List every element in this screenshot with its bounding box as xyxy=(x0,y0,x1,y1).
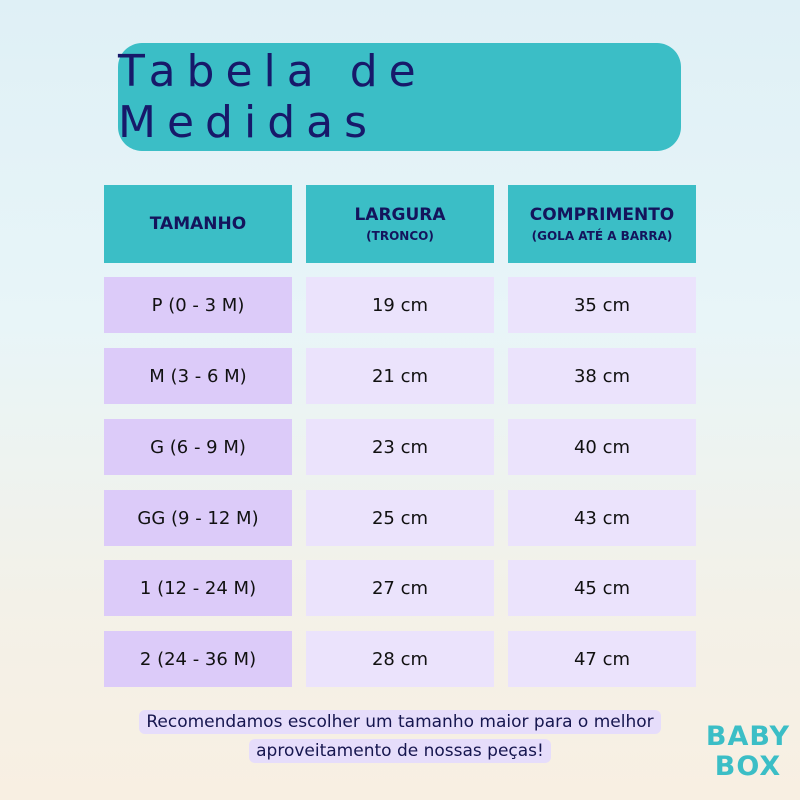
table-cell-comprimento: 45 cm xyxy=(508,560,696,616)
header-sublabel: (TRONCO) xyxy=(366,229,434,243)
table-cell-largura: 23 cm xyxy=(306,419,494,475)
table-cell-comprimento: 43 cm xyxy=(508,490,696,546)
header-label: LARGURA xyxy=(354,205,446,225)
table-cell-size: 2 (24 - 36 M) xyxy=(104,631,292,687)
table-cell-size: G (6 - 9 M) xyxy=(104,419,292,475)
page-title: Tabela de Medidas xyxy=(118,43,681,151)
table-cell-comprimento: 47 cm xyxy=(508,631,696,687)
table-cell-comprimento: 38 cm xyxy=(508,348,696,404)
logo-line-2: BOX xyxy=(714,751,782,782)
table-cell-comprimento: 35 cm xyxy=(508,277,696,333)
table-cell-largura: 27 cm xyxy=(306,560,494,616)
table-cell-size: P (0 - 3 M) xyxy=(104,277,292,333)
table-cell-largura: 21 cm xyxy=(306,348,494,404)
note-line-2: aproveitamento de nossas peças! xyxy=(249,739,551,763)
table-cell-largura: 28 cm xyxy=(306,631,494,687)
table-cell-comprimento: 40 cm xyxy=(508,419,696,475)
header-label: COMPRIMENTO xyxy=(529,205,675,225)
table-cell-size: M (3 - 6 M) xyxy=(104,348,292,404)
baby-box-logo: BABY BOX xyxy=(700,722,796,782)
header-label: TAMANHO xyxy=(149,214,247,234)
table-cell-size: GG (9 - 12 M) xyxy=(104,490,292,546)
table-cell-size: 1 (12 - 24 M) xyxy=(104,560,292,616)
table-cell-largura: 25 cm xyxy=(306,490,494,546)
table-cell-largura: 19 cm xyxy=(306,277,494,333)
header-comprimento: COMPRIMENTO (GOLA ATÉ A BARRA) xyxy=(508,185,696,263)
note-line-1: Recomendamos escolher um tamanho maior p… xyxy=(139,710,661,734)
header-tamanho: TAMANHO xyxy=(104,185,292,263)
recommendation-note: Recomendamos escolher um tamanho maior p… xyxy=(0,708,800,766)
header-sublabel: (GOLA ATÉ A BARRA) xyxy=(531,229,673,243)
header-largura: LARGURA (TRONCO) xyxy=(306,185,494,263)
logo-line-1: BABY xyxy=(705,721,791,752)
